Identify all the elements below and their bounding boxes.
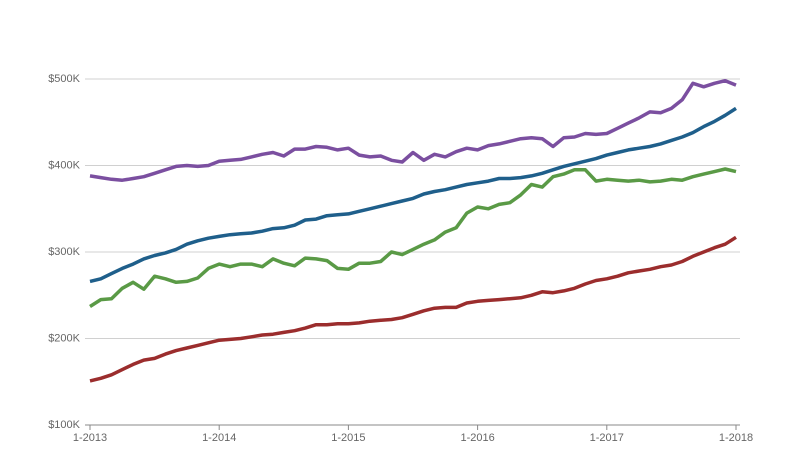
series-line (89, 78, 737, 182)
series-line (89, 106, 737, 284)
x-tick-label: 1-2016 (460, 432, 494, 444)
y-tick-label: $500K (48, 73, 80, 85)
series-line (89, 167, 737, 308)
x-tick-label: 1-2015 (331, 432, 365, 444)
x-tick-label: 1-2018 (719, 432, 753, 444)
x-tick-label: 1-2017 (590, 432, 624, 444)
series-line (89, 235, 737, 383)
y-tick-label: $100K (48, 419, 80, 431)
y-tick-label: $200K (48, 332, 80, 344)
x-tick-label: 1-2014 (202, 432, 236, 444)
x-tick-label: 1-2013 (73, 432, 107, 444)
y-tick-label: $400K (48, 159, 80, 171)
y-tick-label: $300K (48, 246, 80, 258)
